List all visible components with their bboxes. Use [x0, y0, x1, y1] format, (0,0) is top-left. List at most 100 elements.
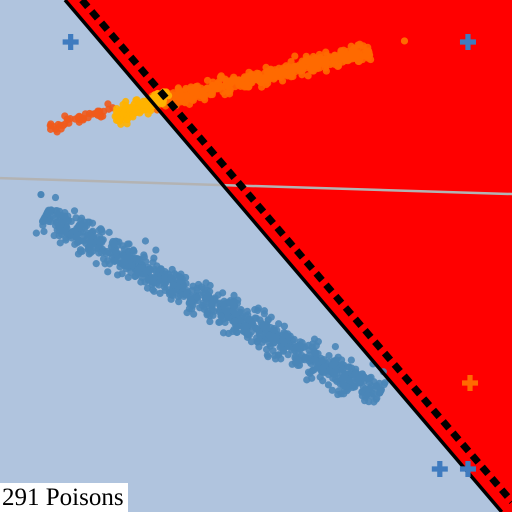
blue-cluster-point — [50, 231, 58, 240]
blue-cluster-point — [313, 363, 321, 371]
blue-cluster-point — [367, 373, 375, 381]
blue-cluster-point — [114, 241, 122, 250]
blue-cluster-point — [118, 270, 126, 278]
blue-cluster-point — [345, 363, 353, 371]
blue-cluster-point — [247, 338, 256, 346]
blue-cluster-point — [202, 279, 210, 287]
blue-cluster-point — [70, 207, 79, 215]
blue-cluster-point — [233, 328, 241, 336]
blue-cluster-point — [367, 392, 375, 400]
orange-cluster-point — [203, 84, 212, 92]
blue-cluster-point — [88, 219, 97, 227]
blue-cluster-point — [339, 381, 347, 389]
class-1-region — [65, 0, 512, 512]
blue-cluster-point — [141, 278, 149, 286]
orange-cluster-point — [282, 62, 290, 70]
blue-cluster-point — [279, 346, 287, 354]
orange-cluster-point — [208, 90, 216, 99]
poison-yellow-point — [132, 108, 140, 117]
blue-cluster-point — [338, 366, 347, 374]
blue-cluster-point — [55, 232, 63, 240]
blue-cluster-point — [196, 304, 204, 312]
blue-cluster-point — [231, 310, 239, 318]
marker-right-middle — [462, 374, 479, 391]
blue-cluster-point — [376, 389, 384, 397]
blue-cluster-point — [233, 323, 241, 331]
blue-cluster-point — [328, 386, 336, 394]
blue-cluster-point — [47, 206, 55, 214]
blue-cluster-point — [314, 350, 322, 358]
orange-cluster-point — [340, 50, 348, 58]
blue-cluster-point — [59, 227, 67, 235]
blue-cluster-point — [272, 333, 280, 341]
blue-cluster-point — [152, 246, 160, 254]
orange-cluster-point — [271, 72, 279, 81]
poison-yellow-point — [151, 91, 159, 99]
blue-cluster-point — [193, 293, 202, 301]
orange-cluster-point — [245, 68, 253, 76]
blue-cluster-point — [311, 356, 319, 364]
orange-cluster-point — [284, 69, 292, 77]
orange-cluster-point — [188, 94, 196, 102]
blue-cluster-point — [56, 239, 64, 247]
blue-cluster-point — [150, 287, 158, 295]
blue-cluster-point — [231, 317, 239, 325]
blue-cluster-point — [202, 299, 210, 308]
blue-cluster-point — [105, 228, 113, 236]
blue-cluster-point — [105, 260, 114, 268]
blue-cluster-point — [86, 238, 95, 246]
blue-cluster-point — [280, 322, 289, 330]
blue-cluster-point — [175, 298, 183, 306]
blue-cluster-point — [189, 282, 197, 290]
reference-line — [0, 176, 512, 196]
blue-cluster-point — [164, 270, 172, 278]
blue-cluster-point — [32, 229, 40, 237]
blue-cluster-point — [318, 356, 326, 365]
poison-yellow-point — [119, 110, 127, 119]
blue-cluster-point — [203, 311, 211, 319]
blue-cluster-point — [351, 383, 359, 391]
blue-cluster-point — [86, 231, 94, 240]
blue-cluster-point — [51, 193, 60, 202]
blue-cluster-point — [319, 364, 327, 372]
poison-orange-tail-point — [54, 120, 62, 129]
marker-bottom-b — [459, 460, 476, 477]
blue-cluster-point — [183, 286, 191, 295]
blue-cluster-point — [284, 333, 293, 341]
orange-cluster-point — [334, 62, 342, 71]
blue-cluster-point — [304, 368, 313, 376]
blue-cluster-point — [324, 381, 333, 389]
blue-cluster-point — [62, 236, 70, 244]
orange-cluster-point — [362, 52, 370, 60]
poison-orange-tail-point — [47, 120, 55, 128]
blue-cluster-point — [285, 343, 293, 351]
orange-cluster-point — [217, 83, 225, 91]
orange-cluster-point — [278, 77, 287, 85]
orange-cluster-point — [321, 64, 330, 72]
orange-cluster-point — [295, 61, 304, 69]
blue-cluster-point — [217, 312, 225, 320]
blue-cluster-point — [304, 341, 313, 349]
blue-cluster-point — [348, 377, 356, 386]
blue-cluster-point — [183, 309, 191, 317]
orange-cluster-point — [200, 93, 208, 101]
blue-cluster-point — [373, 381, 381, 390]
blue-cluster-point — [143, 284, 152, 292]
poison-orange-tail-point — [76, 113, 84, 121]
blue-cluster-point — [129, 246, 137, 254]
orange-cluster-point — [309, 63, 318, 71]
blue-cluster-point — [275, 320, 283, 328]
blue-cluster-point — [137, 264, 146, 272]
blue-cluster-point — [187, 297, 195, 305]
orange-cluster-point — [239, 81, 247, 89]
blue-cluster-point — [53, 226, 61, 234]
orange-cluster-point — [258, 83, 266, 91]
orange-cluster-point — [291, 52, 299, 60]
blue-cluster-point — [37, 190, 45, 199]
blue-cluster-point — [208, 302, 216, 311]
blue-cluster-point — [270, 326, 278, 334]
orange-cluster-point — [350, 44, 358, 52]
orange-cluster-point — [400, 37, 409, 45]
blue-cluster-point — [339, 374, 347, 382]
blue-cluster-point — [347, 356, 355, 364]
